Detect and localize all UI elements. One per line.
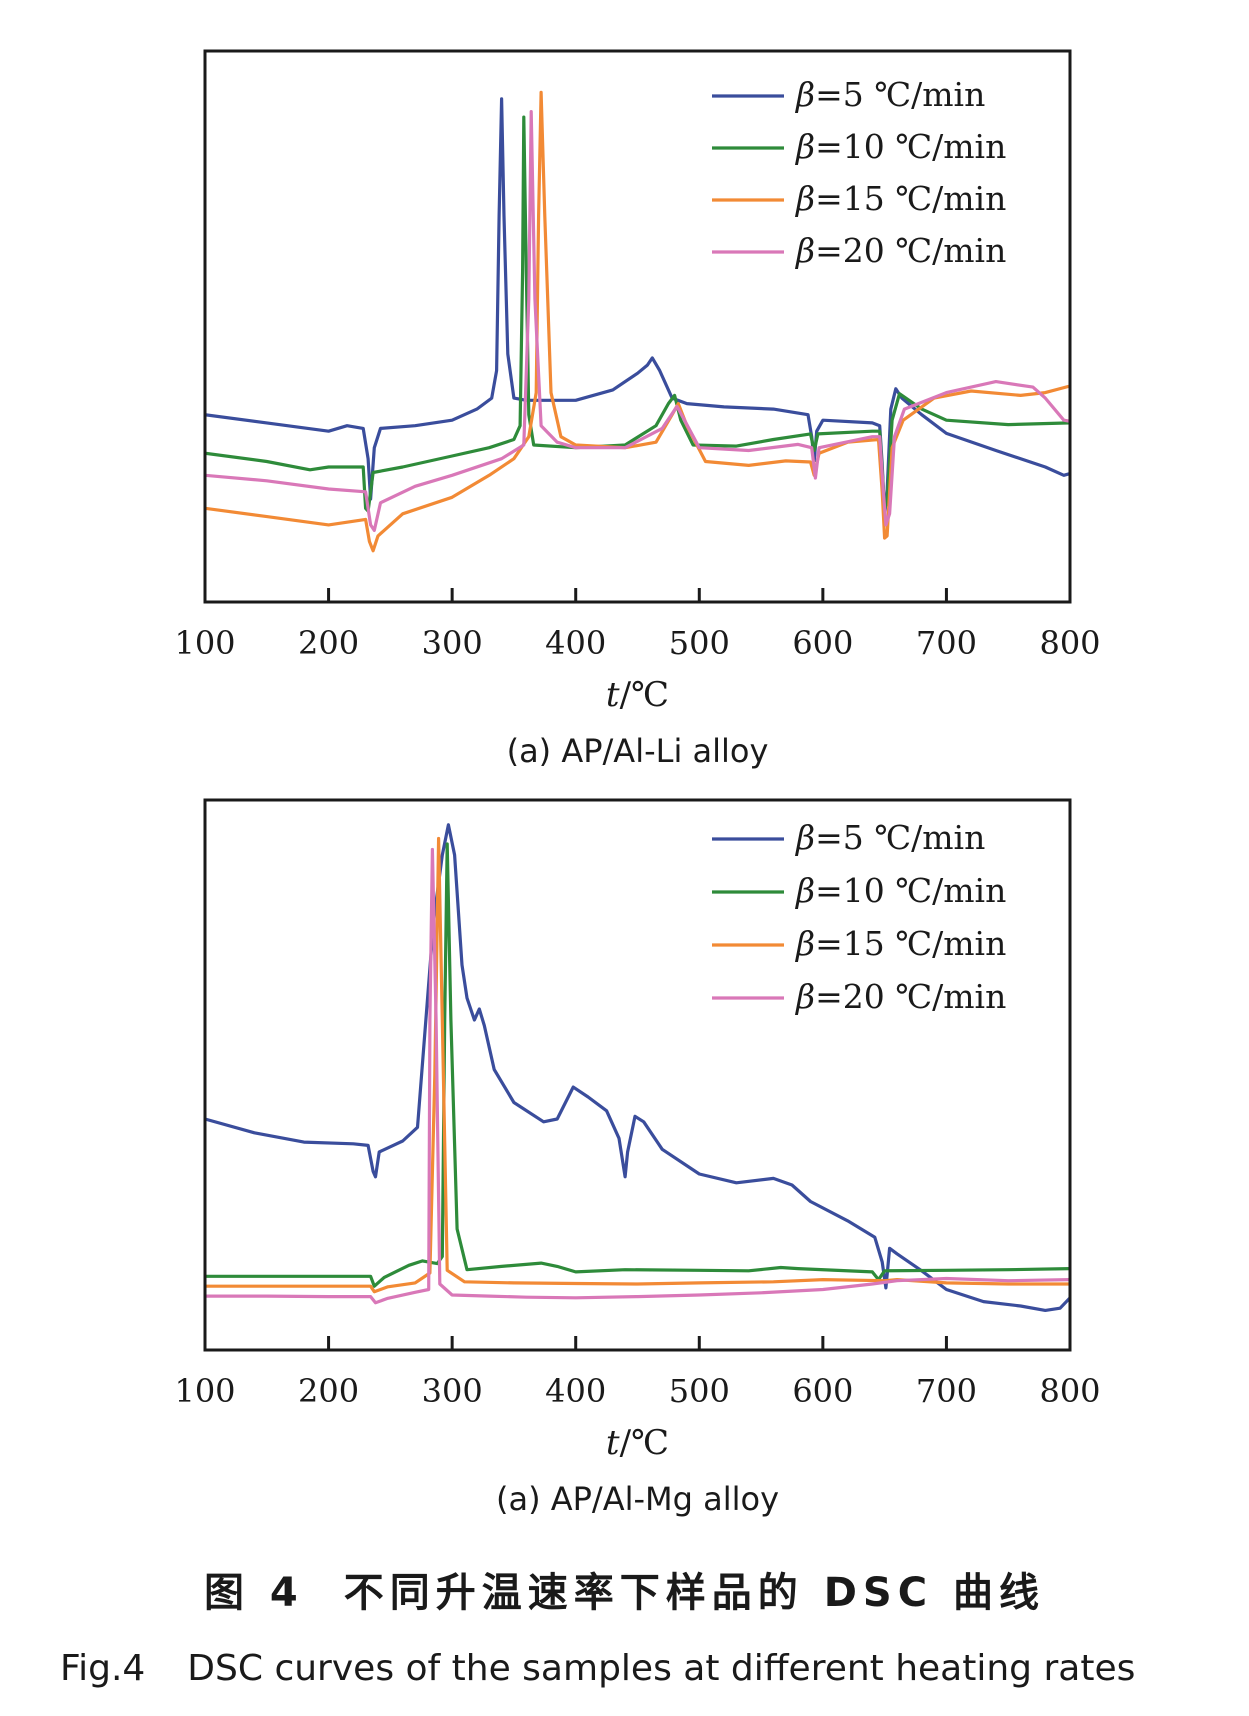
dsc-chart-al-li: 100 200 300 400 500 600 700 800 t/℃ (a) AP/Al-Li … — [174, 49, 1101, 770]
legend-label: β=5 ℃/min — [794, 818, 985, 857]
series-line-4 — [205, 847, 1070, 1305]
x-tick-label: 600 — [792, 624, 853, 662]
x-tick-label: 200 — [298, 1372, 359, 1410]
legend-label: β=15 ℃/min — [794, 924, 1006, 963]
series-line-2 — [205, 842, 1070, 1288]
legend-label: β=10 ℃/min — [794, 127, 1006, 166]
figure-caption-chinese: 图 4 不同升温速率下样品的 DSC 曲线 — [0, 1560, 1249, 1618]
x-tick-label: 400 — [545, 624, 606, 662]
figure-caption-english-label: Fig.4 — [60, 1648, 146, 1689]
figure-caption-chinese-label: 图 4 — [204, 1570, 304, 1616]
series-line-2 — [205, 115, 1070, 513]
x-tick-label: 600 — [792, 1372, 853, 1410]
x-tick-label: 500 — [669, 1372, 730, 1410]
x-tick-label: 100 — [174, 1372, 235, 1410]
series-line-4 — [205, 110, 1070, 532]
x-tick-label: 500 — [669, 624, 730, 662]
x-axis-label: t/℃ — [606, 1423, 669, 1463]
x-tick-label: 700 — [916, 1372, 977, 1410]
figure-caption-english: Fig.4 DSC curves of the samples at differ… — [60, 1648, 1230, 1689]
legend-label: β=10 ℃/min — [794, 871, 1006, 910]
x-tick-label: 800 — [1039, 1372, 1100, 1410]
series-group — [205, 90, 1070, 553]
figure-caption-chinese-text: 不同升温速率下样品的 DSC 曲线 — [343, 1570, 1045, 1616]
series-line-1 — [205, 823, 1070, 1312]
legend-label: β=5 ℃/min — [794, 75, 985, 114]
dsc-chart-al-mg: 100 200 300 400 500 600 700 800 t/℃ (a) AP/Al-Mg … — [174, 798, 1101, 1518]
legend-label: β=15 ℃/min — [794, 179, 1006, 218]
x-tick-label: 100 — [174, 624, 235, 662]
x-tick-label: 700 — [916, 624, 977, 662]
series-group — [205, 823, 1070, 1312]
plot-frame — [203, 798, 1072, 1352]
legend: β=5 ℃/min β=10 ℃/min β=15 ℃/min β=20 ℃/min — [712, 818, 1006, 1016]
plot-frame — [203, 49, 1072, 604]
x-axis-label: t/℃ — [606, 675, 669, 715]
x-tick-label: 300 — [422, 1372, 483, 1410]
legend-label: β=20 ℃/min — [794, 231, 1006, 270]
chart-caption: (a) AP/Al-Li alloy — [507, 732, 769, 770]
chart-caption: (a) AP/Al-Mg alloy — [496, 1480, 779, 1518]
legend-label: β=20 ℃/min — [794, 977, 1006, 1016]
series-line-1 — [205, 97, 1070, 518]
legend: β=5 ℃/min β=10 ℃/min β=15 ℃/min β=20 ℃/min — [712, 75, 1006, 270]
x-tick-label: 300 — [422, 624, 483, 662]
figure-caption-english-text: DSC curves of the samples at different h… — [187, 1648, 1136, 1689]
x-tick-label: 200 — [298, 624, 359, 662]
x-tick-label: 800 — [1039, 624, 1100, 662]
x-tick-label: 400 — [545, 1372, 606, 1410]
